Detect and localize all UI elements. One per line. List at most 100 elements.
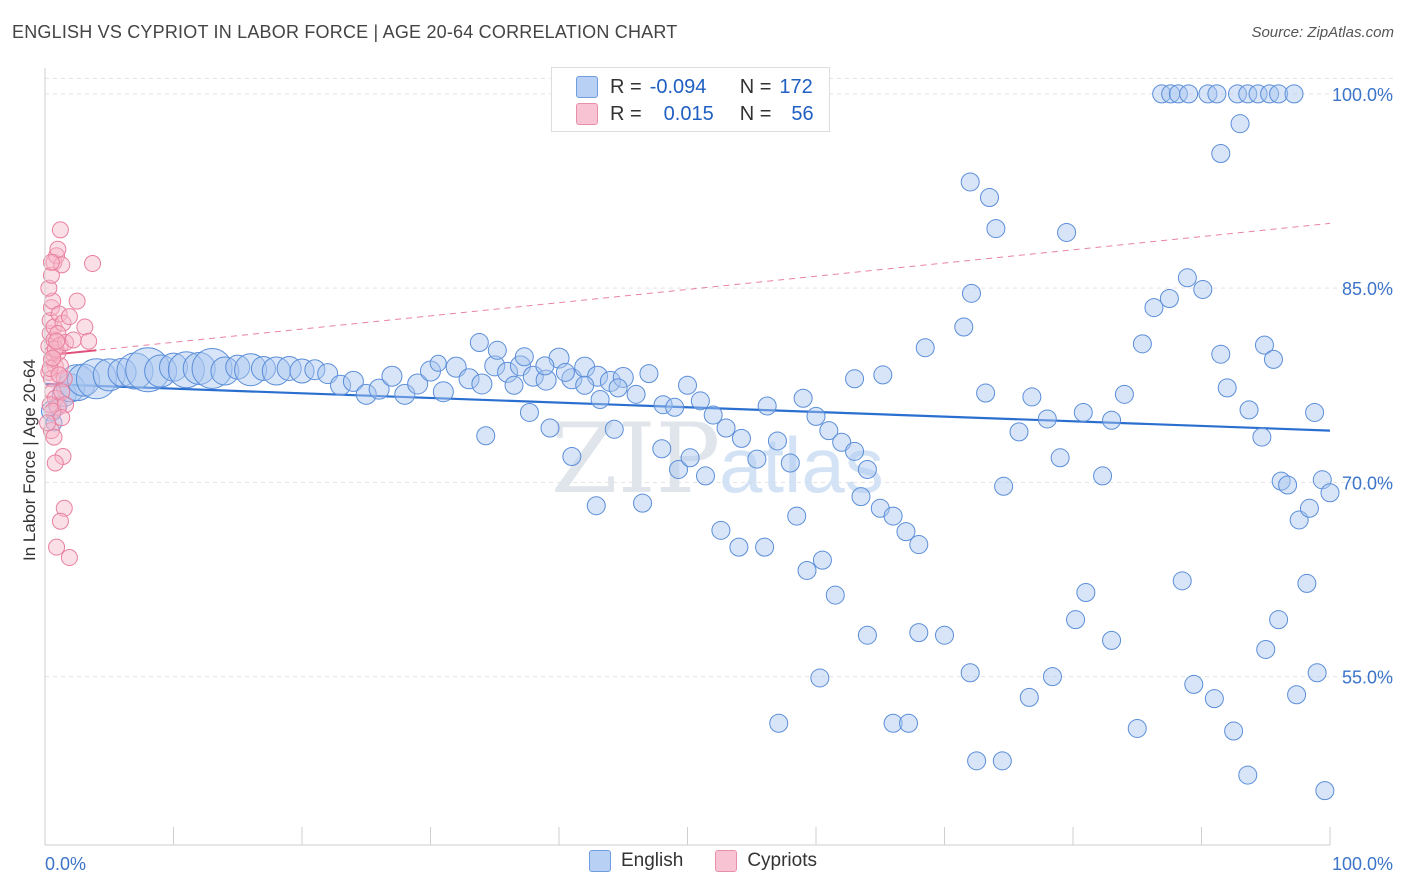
english-point	[471, 373, 493, 395]
english-point	[731, 428, 751, 448]
english-point	[612, 367, 634, 389]
english-point	[883, 713, 903, 733]
english-point	[1019, 687, 1039, 707]
english-point	[909, 535, 929, 555]
legend-r-value: 0.015	[663, 102, 714, 125]
english-point	[915, 338, 935, 358]
cypriot-point	[53, 409, 71, 427]
english-point	[935, 625, 954, 645]
english-point	[954, 317, 974, 337]
axes	[44, 68, 1331, 846]
english-point	[1179, 84, 1199, 104]
english-point	[1299, 498, 1319, 518]
english-point	[960, 663, 980, 683]
english-point	[1217, 378, 1237, 398]
english-point	[1207, 84, 1227, 104]
english-swatch	[588, 850, 611, 872]
cypriot-point	[54, 314, 72, 332]
cypriot-point	[39, 414, 57, 432]
english-point	[1315, 781, 1335, 801]
english-point	[992, 751, 1012, 771]
english-point	[458, 368, 480, 390]
cypriot-point	[55, 499, 73, 517]
english-point	[994, 476, 1014, 496]
english-point	[652, 439, 672, 459]
english-point	[780, 453, 800, 473]
english-point	[429, 354, 447, 372]
legend-row-cypriot: R = 0.015 N = 56	[576, 101, 814, 127]
bottom-legend-cypriot[interactable]: Cypriots	[715, 850, 817, 872]
cypriot-point	[60, 308, 78, 326]
english-point	[116, 352, 154, 390]
english-point	[976, 383, 996, 403]
cypriot-point	[50, 366, 68, 384]
cypriot-point	[60, 549, 78, 567]
legend-n-value: 56	[791, 102, 814, 125]
english-point	[1037, 409, 1057, 429]
english-point	[432, 381, 454, 403]
english-point	[342, 370, 364, 392]
english-point	[484, 355, 506, 377]
english-point	[1269, 84, 1289, 104]
english-point	[1168, 84, 1188, 104]
cypriot-point	[42, 266, 60, 284]
english-point	[626, 384, 646, 404]
bottom-legend-english[interactable]: English	[588, 850, 684, 872]
english-point	[797, 560, 817, 580]
cypriot-point	[68, 292, 86, 310]
english-point	[1102, 410, 1122, 430]
english-point	[250, 355, 276, 381]
english-point	[1307, 663, 1327, 683]
bottom-legend-cypriot-label: Cypriots	[747, 850, 817, 871]
cypriot-points	[39, 221, 102, 567]
english-point	[1144, 298, 1164, 318]
english-point	[1114, 384, 1134, 404]
cypriot-point	[80, 332, 98, 350]
english-point	[1278, 475, 1298, 495]
cypriot-trend-line-solid	[44, 349, 97, 357]
english-point	[1263, 349, 1283, 369]
cypriot-point	[45, 428, 63, 446]
english-point	[729, 537, 749, 557]
english-point	[703, 405, 723, 425]
english-point	[716, 418, 736, 438]
english-point	[604, 419, 624, 439]
legend-box: R = -0.094 N = 172 R = 0.015 N = 56	[551, 67, 830, 132]
english-point	[1224, 721, 1244, 741]
english-point	[234, 353, 268, 387]
english-point	[979, 188, 999, 207]
english-point	[1238, 765, 1258, 785]
english-point	[812, 550, 832, 570]
watermark-zip: ZIP	[551, 403, 720, 515]
english-point	[540, 418, 560, 438]
english-point	[1132, 334, 1152, 354]
english-point	[1102, 630, 1122, 650]
bottom-legend-english-label: English	[620, 850, 684, 871]
english-point	[857, 459, 877, 479]
english-point	[182, 351, 216, 385]
english-point	[1050, 448, 1070, 468]
cypriot-point	[84, 255, 102, 273]
english-point	[381, 365, 403, 387]
cypriot-swatch	[715, 850, 738, 872]
english-point	[144, 354, 178, 388]
legend-r-value: -0.094	[649, 75, 707, 98]
english-point	[1248, 84, 1268, 104]
english-point	[330, 374, 352, 396]
english-point	[1127, 718, 1147, 738]
english-point	[1066, 610, 1086, 630]
english-point	[665, 397, 685, 417]
english-point	[1177, 268, 1197, 288]
tick-labels: 55.0% 70.0% 85.0% 100.0% 0.0% 100.0%	[45, 85, 1393, 874]
chart-title: ENGLISH VS CYPRIOT IN LABOR FORCE | AGE …	[12, 22, 678, 42]
english-point	[669, 459, 689, 479]
english-point	[1305, 402, 1325, 422]
english-point	[967, 751, 987, 771]
legend-r-label: R =	[610, 75, 642, 98]
english-point	[514, 347, 534, 367]
english-point	[407, 373, 429, 395]
english-point	[653, 395, 673, 415]
english-point	[896, 522, 916, 542]
cypriot-trend-line-dashed	[44, 222, 1331, 356]
legend-row-english: R = -0.094 N = 172	[576, 74, 813, 100]
